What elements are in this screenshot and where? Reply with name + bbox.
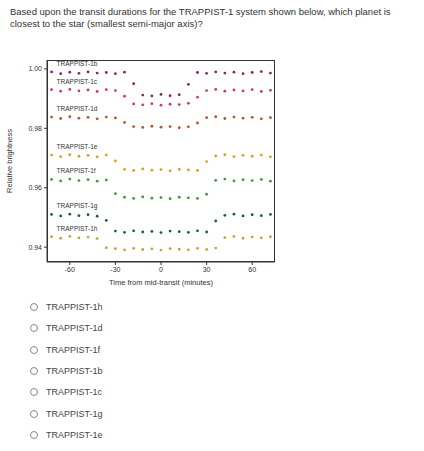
html-text:TRAPPIST-1h: TRAPPIST-1h xyxy=(46,302,103,312)
svg-text:-60: -60 xyxy=(65,266,75,273)
html-text:TRAPPIST-1d: TRAPPIST-1d xyxy=(46,323,103,334)
svg-text:TRAPPIST-1b: TRAPPIST-1b xyxy=(57,60,98,67)
svg-text:0.94: 0.94 xyxy=(28,244,42,251)
svg-text:TRAPPIST-1d: TRAPPIST-1d xyxy=(57,105,98,112)
html-text:Based upon the transit duratio: Based upon the transit durations for the… xyxy=(10,6,391,29)
svg-text:TRAPPIST-1e: TRAPPIST-1e xyxy=(57,143,98,150)
svg-text:Time from mid-transit (minutes: Time from mid-transit (minutes) xyxy=(109,278,213,287)
html-text:TRAPPIST-1f: TRAPPIST-1f xyxy=(46,344,100,355)
html-text:TRAPPIST-1c: TRAPPIST-1c xyxy=(46,387,102,398)
svg-text:-30: -30 xyxy=(110,266,120,273)
svg-text:0: 0 xyxy=(159,266,163,273)
svg-text:0.98: 0.98 xyxy=(28,125,42,132)
svg-text:TRAPPIST-1c: TRAPPIST-1c xyxy=(57,78,98,85)
svg-text:0.96: 0.96 xyxy=(28,184,42,191)
svg-text:1.00: 1.00 xyxy=(28,65,42,72)
svg-text:60: 60 xyxy=(248,266,256,273)
html-text:TRAPPIST-1e: TRAPPIST-1e xyxy=(46,429,103,440)
svg-text:30: 30 xyxy=(203,266,211,273)
html-text:TRAPPIST-1g: TRAPPIST-1g xyxy=(46,408,103,419)
svg-text:TRAPPIST-1h: TRAPPIST-1h xyxy=(57,225,98,232)
svg-text:TRAPPIST-1g: TRAPPIST-1g xyxy=(57,202,98,210)
svg-text:TRAPPIST-1f: TRAPPIST-1f xyxy=(57,167,96,174)
html-text:TRAPPIST-1b: TRAPPIST-1b xyxy=(46,365,103,376)
svg-text:Relative brightness: Relative brightness xyxy=(8,129,14,193)
